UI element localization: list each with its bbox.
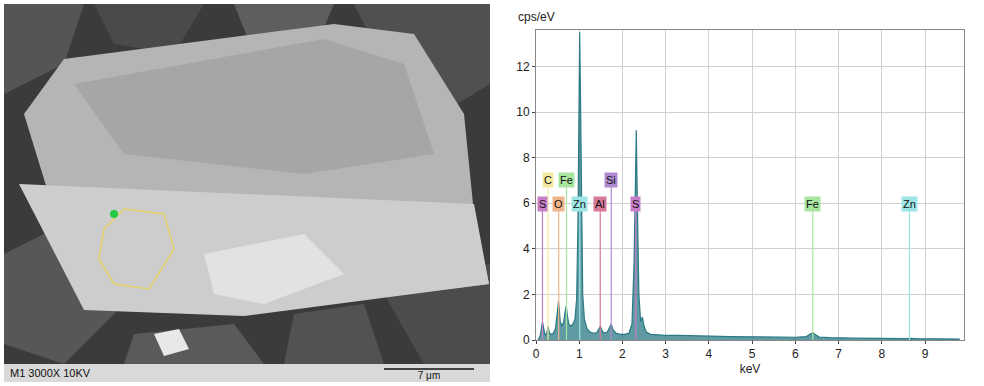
svg-text:Si: Si <box>606 174 616 186</box>
svg-text:12: 12 <box>516 60 530 74</box>
svg-text:6: 6 <box>792 347 799 361</box>
svg-text:C: C <box>544 174 552 186</box>
svg-text:4: 4 <box>706 347 713 361</box>
svg-text:3: 3 <box>662 347 669 361</box>
svg-text:keV: keV <box>740 362 761 376</box>
svg-text:M1 3000X 10KV: M1 3000X 10KV <box>10 367 91 379</box>
svg-text:Fe: Fe <box>806 198 819 210</box>
svg-text:5: 5 <box>749 347 756 361</box>
svg-text:8: 8 <box>523 151 530 165</box>
svg-text:8: 8 <box>879 347 886 361</box>
svg-text:7: 7 <box>835 347 842 361</box>
svg-text:0: 0 <box>523 333 530 347</box>
svg-text:9: 9 <box>922 347 929 361</box>
svg-text:2: 2 <box>619 347 626 361</box>
svg-text:7 μm: 7 μm <box>418 370 440 381</box>
svg-text:Zn: Zn <box>573 198 586 210</box>
svg-text:2: 2 <box>523 288 530 302</box>
svg-text:Zn: Zn <box>903 198 916 210</box>
svg-text:Al: Al <box>595 198 605 210</box>
svg-text:O: O <box>554 198 563 210</box>
svg-text:10: 10 <box>516 105 530 119</box>
svg-text:Fe: Fe <box>560 174 573 186</box>
svg-text:S: S <box>632 198 639 210</box>
svg-text:6: 6 <box>523 196 530 210</box>
svg-text:4: 4 <box>523 242 530 256</box>
svg-text:S: S <box>539 198 546 210</box>
svg-text:0: 0 <box>533 347 540 361</box>
svg-text:cps/eV: cps/eV <box>518 10 555 24</box>
svg-text:1: 1 <box>576 347 583 361</box>
